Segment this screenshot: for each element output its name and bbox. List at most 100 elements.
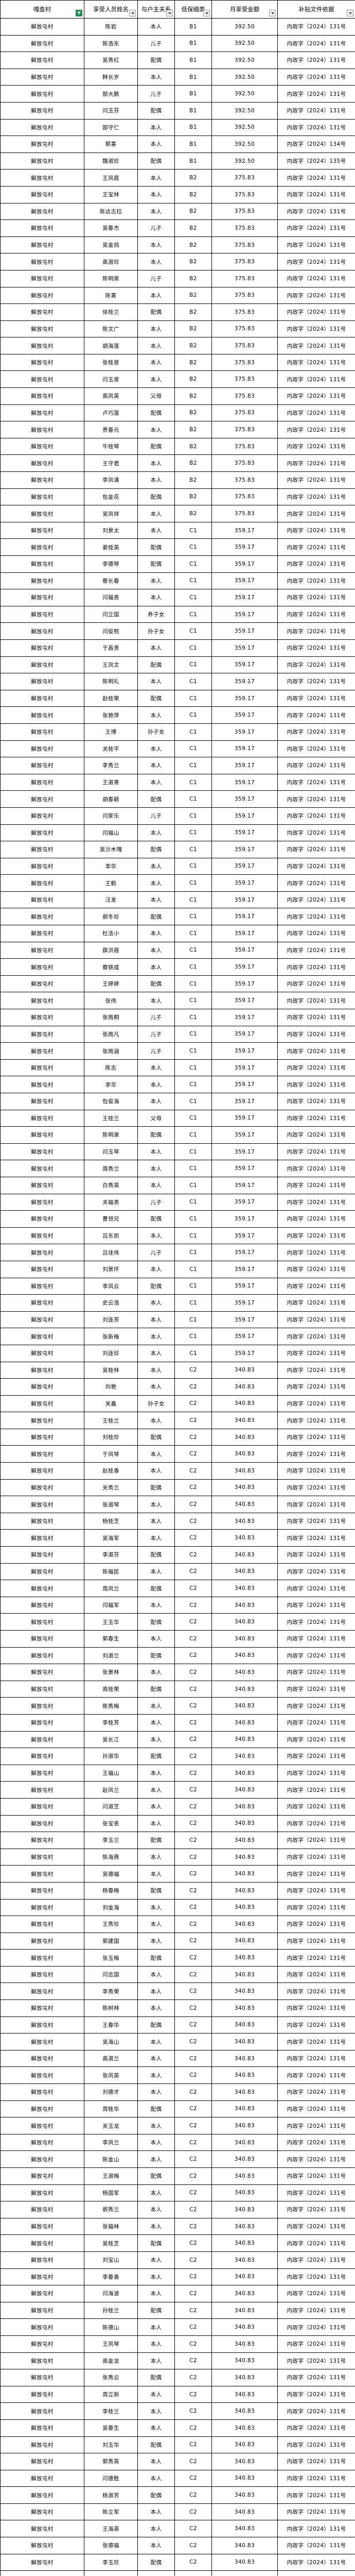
cell-document[interactable]: 内政字（2024）131号 [277,505,355,522]
cell-amount[interactable]: 359.17 [211,1210,278,1228]
cell-relation[interactable]: 孙子女 [137,1395,175,1413]
cell-amount[interactable]: 340.83 [211,1714,278,1732]
cell-village[interactable]: 解放屯村 [0,1999,84,2017]
cell-village[interactable]: 解放屯村 [0,1395,84,1413]
cell-amount[interactable]: 340.83 [211,1865,278,1883]
cell-amount[interactable]: 340.83 [211,2201,278,2218]
cell-category[interactable]: C2 [174,1848,212,1866]
cell-category[interactable]: B2 [174,202,212,221]
cell-document[interactable]: 内政字（2024）131号 [277,1076,355,1093]
cell-document[interactable]: 内政字（2024）131号 [277,1361,355,1379]
table-row[interactable]: 解放屯村 刘金海 本人 C2 340.83 内政字（2024）131号 [0,1899,355,1917]
cell-category[interactable]: C1 [174,605,212,623]
cell-category[interactable]: B1 [174,118,212,137]
cell-village[interactable]: 解放屯村 [0,841,84,858]
cell-document[interactable]: 内政字（2024）131号 [277,253,355,270]
cell-village[interactable]: 解放屯村 [0,824,84,842]
table-row[interactable]: 解放屯村 薛洪霞 本人 C1 359.17 内政字（2024）131号 [0,941,355,959]
cell-village[interactable]: 解放屯村 [0,2352,84,2370]
cell-document[interactable]: 内政字（2024）131号 [277,1680,355,1698]
cell-village[interactable]: 解放屯村 [0,908,84,926]
cell-relation[interactable]: 配偶 [137,1647,175,1665]
cell-amount[interactable]: 359.17 [211,639,278,657]
cell-relation[interactable]: 本人 [137,236,175,254]
cell-village[interactable]: 解放屯村 [0,353,84,371]
cell-category[interactable]: C2 [174,1496,212,1513]
cell-category[interactable]: C1 [174,908,212,926]
cell-category[interactable]: C2 [174,2537,212,2554]
cell-category[interactable]: B1 [174,52,212,69]
cell-document[interactable]: 内政字（2024）131号 [277,1965,355,1984]
column-header-relation[interactable]: 与户主关系 [137,0,175,19]
cell-name[interactable]: 张景林 [84,1664,138,1681]
cell-relation[interactable]: 本人 [137,1076,175,1093]
cell-document[interactable]: 内政字（2024）131号 [277,1664,355,1681]
cell-document[interactable]: 内政字（2024）131号 [277,1647,355,1665]
cell-category[interactable]: C1 [174,857,212,875]
cell-category[interactable]: C2 [174,2436,212,2454]
cell-village[interactable]: 解放屯村 [0,1546,84,1564]
cell-amount[interactable]: 359.17 [211,723,278,741]
cell-name[interactable]: 关秀兰 [84,1479,138,1497]
cell-village[interactable]: 解放屯村 [0,605,84,623]
cell-amount[interactable]: 359.17 [211,1227,278,1245]
cell-category[interactable]: C1 [174,1160,212,1177]
cell-document[interactable]: 内政字（2024）131号 [277,1798,355,1816]
cell-category[interactable]: C1 [174,891,212,909]
cell-name[interactable]: 于昌贵 [84,639,138,657]
cell-amount[interactable]: 359.17 [211,656,278,674]
cell-village[interactable]: 解放屯村 [0,471,84,489]
table-row[interactable]: 解放屯村 郭建国 本人 C2 340.83 内政字（2024）131号 [0,1932,355,1950]
cell-amount[interactable]: 359.17 [211,857,278,875]
cell-category[interactable]: C1 [174,656,212,674]
cell-village[interactable]: 解放屯村 [0,320,84,338]
cell-amount[interactable]: 340.83 [211,1647,278,1665]
table-row[interactable]: 解放屯村 吴桂芝 配偶 C2 340.83 内政字（2024）131号 [0,2234,355,2252]
cell-village[interactable]: 解放屯村 [0,673,84,690]
cell-name[interactable]: 韩长岁 [84,68,138,86]
cell-village[interactable]: 解放屯村 [0,2520,84,2538]
cell-relation[interactable]: 本人 [137,572,175,590]
cell-relation[interactable]: 本人 [137,589,175,606]
cell-amount[interactable]: 392.50 [211,18,278,36]
cell-name[interactable]: 吴桂林 [84,1361,138,1379]
cell-category[interactable]: C2 [174,2385,212,2403]
cell-category[interactable]: C2 [174,1479,212,1497]
cell-name[interactable]: 陈明录 [84,1126,138,1144]
cell-document[interactable]: 内政字（2024）131号 [277,1596,355,1614]
cell-village[interactable]: 解放屯村 [0,1294,84,1312]
cell-document[interactable]: 内政字（2024）131号 [277,2150,355,2168]
cell-category[interactable]: B2 [174,269,212,287]
cell-category[interactable]: B2 [174,236,212,254]
cell-amount[interactable]: 340.83 [211,2184,278,2202]
cell-relation[interactable]: 本人 [137,1798,175,1816]
cell-name[interactable]: 李凤清 [84,471,138,489]
cell-name[interactable]: 胡海莲 [84,337,138,354]
cell-name[interactable]: 郝冬珍 [84,908,138,926]
cell-village[interactable]: 解放屯村 [0,773,84,791]
cell-village[interactable]: 解放屯村 [0,2402,84,2420]
cell-village[interactable]: 解放屯村 [0,303,84,321]
cell-amount[interactable]: 340.83 [211,1479,278,1497]
cell-amount[interactable]: 340.83 [211,1613,278,1631]
cell-name[interactable]: 杨淑芳 [84,2486,138,2504]
table-row[interactable]: 解放屯村 杨国军 本人 C2 340.83 内政字（2024）131号 [0,2184,355,2202]
cell-relation[interactable]: 配偶 [137,1428,175,1446]
cell-amount[interactable]: 340.83 [211,1395,278,1413]
table-row[interactable]: 解放屯村 陈浩东 儿子 B1 392.50 内政字（2024）131号 [0,35,355,53]
cell-amount[interactable]: 359.17 [211,1176,278,1194]
cell-category[interactable]: C2 [174,2117,212,2134]
cell-document[interactable]: 内政字（2024）131号 [277,2402,355,2420]
cell-amount[interactable]: 359.17 [211,706,278,724]
cell-relation[interactable]: 本人 [137,1160,175,1177]
cell-amount[interactable]: 375.83 [211,269,278,287]
cell-name[interactable]: 王海英 [84,2520,138,2538]
cell-village[interactable]: 解放屯村 [0,2469,84,2487]
cell-name[interactable]: 杨春梅 [84,1882,138,1900]
cell-relation[interactable]: 本人 [137,1664,175,1681]
cell-amount[interactable]: 340.83 [211,2318,278,2336]
cell-relation[interactable]: 本人 [137,1176,175,1194]
cell-relation[interactable]: 本人 [137,1378,175,1396]
cell-name[interactable]: 李玉珍 [84,2553,138,2571]
cell-name[interactable]: 王桂兰 [84,1412,138,1429]
